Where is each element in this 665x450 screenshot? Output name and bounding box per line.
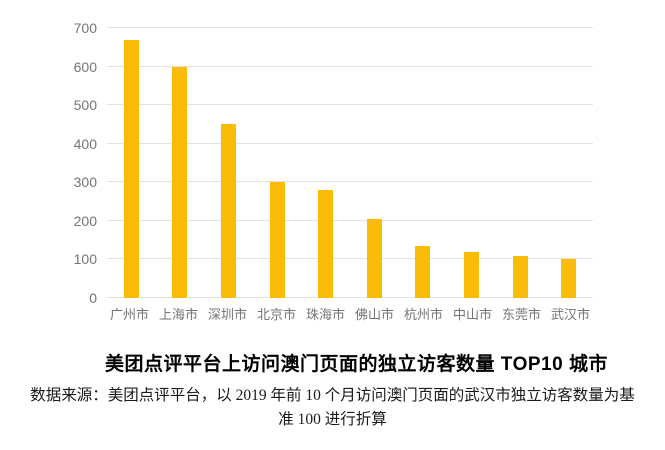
bar-slot	[350, 218, 399, 298]
bar	[561, 259, 577, 298]
bar	[123, 39, 139, 298]
y-tick-label: 200	[73, 212, 97, 229]
plot-area	[107, 27, 593, 298]
x-tick-label: 珠海市	[305, 307, 345, 322]
bar	[415, 245, 431, 298]
bar	[220, 124, 236, 298]
bar-slot	[301, 190, 350, 298]
y-tick-label: 300	[73, 174, 97, 191]
bar-slot	[253, 182, 302, 298]
y-tick-label: 0	[89, 290, 97, 306]
x-axis: 广州市 上海市 深圳市 北京市 珠海市 佛山市 杭州市 中山市 东莞市 武汉市	[105, 304, 595, 323]
y-tick-label: 100	[73, 251, 97, 268]
gridline	[107, 27, 593, 28]
data-source-line-1: 数据来源：美团点评平台，以 2019 年前 10 个月访问澳门页面的武汉市独立访…	[30, 387, 635, 404]
x-tick-label: 武汉市	[550, 307, 590, 322]
gridline	[107, 297, 593, 298]
bar-chart: 0 100 200 300 400 500 600 700 广州市 上海市 深圳市 北京市 珠海市 佛山…	[55, 20, 595, 323]
x-tick-label: 佛山市	[354, 307, 394, 322]
x-tick-label: 北京市	[256, 307, 296, 322]
bar	[172, 66, 188, 298]
bar-slot	[107, 39, 156, 298]
gridline	[107, 181, 593, 183]
y-tick-label: 600	[73, 58, 97, 75]
gridline	[107, 258, 593, 260]
gridline	[107, 219, 593, 221]
chart-title: 美团点评平台上访问澳门页面的独立访客数量 TOP10 城市	[105, 354, 608, 375]
bar	[366, 218, 382, 298]
bar	[318, 190, 334, 298]
gridline	[107, 65, 593, 67]
bar	[512, 255, 528, 298]
x-tick-label: 中山市	[452, 307, 492, 322]
x-tick-label: 深圳市	[207, 307, 247, 322]
bar-slot	[544, 259, 593, 298]
y-tick-label: 400	[73, 135, 97, 152]
bar-slot	[399, 245, 448, 298]
gridline	[107, 142, 593, 144]
y-axis: 0 100 200 300 400 500 600 700	[55, 20, 97, 306]
x-tick-label: 东莞市	[501, 307, 541, 322]
y-tick-label: 700	[73, 20, 97, 36]
bar	[463, 251, 479, 298]
data-source-line-2: 准 100 进行折算	[278, 411, 387, 428]
bar-slot	[496, 255, 545, 298]
gridline	[107, 104, 593, 106]
bars	[107, 28, 593, 298]
bar-slot	[156, 66, 205, 298]
x-tick-label: 杭州市	[403, 307, 443, 322]
y-tick-label: 500	[73, 97, 97, 114]
x-tick-label: 上海市	[158, 307, 198, 322]
bar-slot	[204, 124, 253, 298]
data-source-note: 数据来源：美团点评平台，以 2019 年前 10 个月访问澳门页面的武汉市独立访…	[0, 384, 665, 432]
x-tick-label: 广州市	[109, 307, 149, 322]
bar-slot	[447, 251, 496, 298]
bar	[269, 182, 285, 298]
